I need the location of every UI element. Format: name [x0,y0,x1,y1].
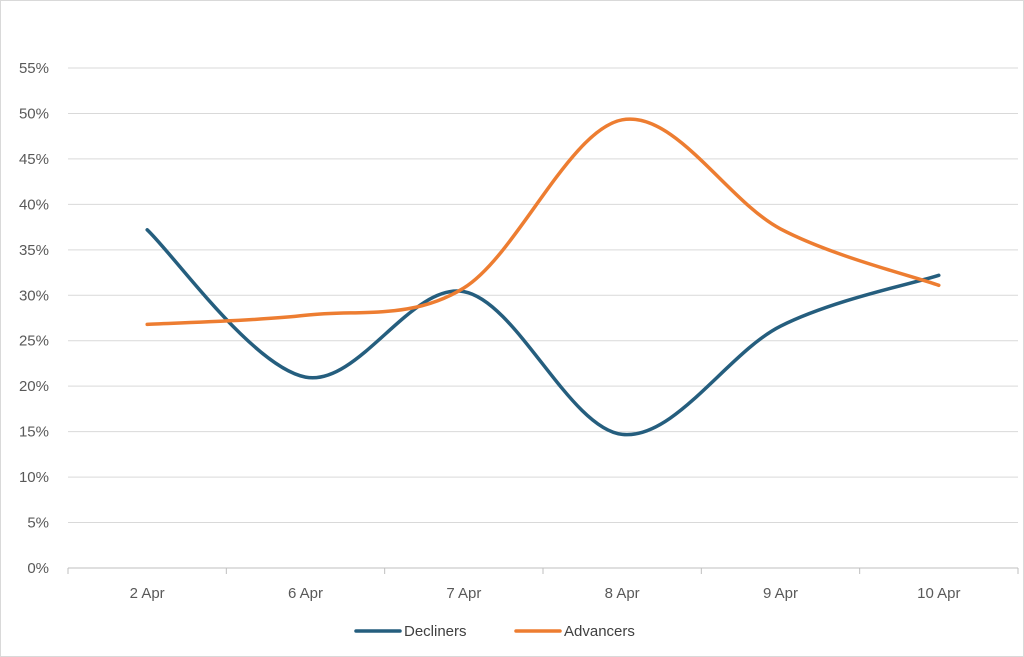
legend-item-decliners: Decliners [354,623,467,640]
series-line-decliners [145,228,941,437]
x-tick-label: 8 Apr [605,585,640,602]
series-lines [145,117,941,437]
y-tick-label: 35% [19,242,49,259]
y-tick-label: 55% [19,60,49,77]
y-tick-label: 45% [19,151,49,168]
y-tick-label: 0% [27,560,49,577]
y-tick-label: 10% [19,469,49,486]
x-axis-tick-labels: 2 Apr 6 Apr 7 Apr 8 Apr 9 Apr 10 Apr [130,585,961,602]
y-tick-label: 25% [19,333,49,350]
y-tick-label: 40% [19,196,49,213]
y-tick-label: 50% [19,105,49,122]
legend-label: Advancers [564,623,635,640]
y-tick-label: 30% [19,287,49,304]
legend: Decliners Advancers [354,623,635,640]
x-axis [67,567,1019,574]
x-tick-label: 6 Apr [288,585,323,602]
x-tick-label: 9 Apr [763,585,798,602]
x-tick-label: 2 Apr [130,585,165,602]
series-line-advancers [145,117,941,327]
x-tick-label: 7 Apr [446,585,481,602]
y-tick-label: 20% [19,378,49,395]
y-tick-label: 15% [19,424,49,441]
legend-label: Decliners [404,623,467,640]
y-tick-label: 5% [27,515,49,532]
x-tick-label: 10 Apr [917,585,960,602]
gridlines [68,67,1018,524]
y-axis-tick-labels: 0% 5% 10% 15% 20% 25% 30% 35% 40% 45% 50% 55% [19,60,49,577]
legend-item-advancers: Advancers [514,623,635,640]
